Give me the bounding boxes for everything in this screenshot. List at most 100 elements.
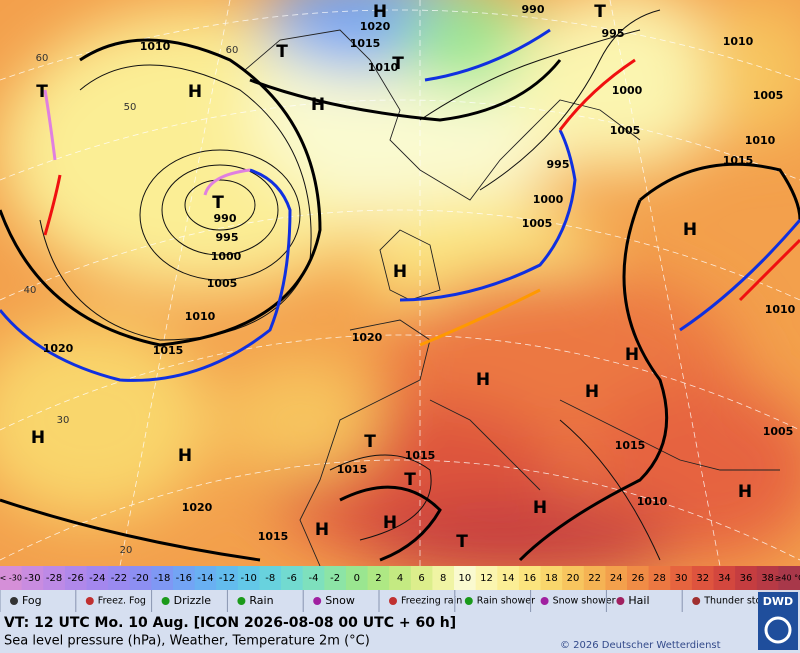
temperature-label: -14 xyxy=(197,573,213,584)
temperature-cell xyxy=(778,566,800,590)
temperature-cell xyxy=(43,566,66,590)
isobar-label: 1005 xyxy=(522,217,553,230)
temperature-cell xyxy=(475,566,498,590)
pressure-system: H xyxy=(533,498,547,518)
logo-box xyxy=(758,592,798,650)
isobar-label: 1015 xyxy=(153,344,184,357)
weather-label: Snow xyxy=(325,594,355,607)
temperature-label: -16 xyxy=(176,573,192,584)
temperature-cell xyxy=(237,566,260,590)
graticule-label: 40 xyxy=(24,285,37,296)
pressure-system: T xyxy=(594,2,606,22)
temperature-label: 2 xyxy=(375,573,381,584)
pressure-system: H xyxy=(738,482,752,502)
weather-icon xyxy=(389,597,397,605)
temperature-cell xyxy=(670,566,693,590)
temperature-label: -26 xyxy=(68,573,84,584)
weather-icon xyxy=(313,597,322,605)
temperature-label: -2 xyxy=(330,573,340,584)
isobar-label: 990 xyxy=(214,212,237,225)
temperature-label: 18 xyxy=(545,573,558,584)
temperature-cell xyxy=(0,566,23,590)
logo: DWD xyxy=(763,595,793,608)
temperature-label: < -30 xyxy=(0,574,22,583)
temperature-label: 6 xyxy=(418,573,424,584)
graticule-label: 50 xyxy=(124,102,137,113)
weather-icon xyxy=(540,597,549,605)
isobar-label: 1000 xyxy=(211,250,242,263)
weather-label: Freezing rain xyxy=(401,596,462,607)
graticule-label: 20 xyxy=(120,545,133,556)
graticule-label: 60 xyxy=(226,45,239,56)
isobar-label: 1005 xyxy=(763,425,794,438)
temperature-cell xyxy=(194,566,217,590)
isobar-label: 1015 xyxy=(350,37,381,50)
isobar-label: 1000 xyxy=(533,193,564,206)
isobar-label: 1015 xyxy=(615,439,646,452)
isobar-label: 1015 xyxy=(405,449,436,462)
temperature-cell xyxy=(627,566,650,590)
temperature-label: 36 xyxy=(740,573,753,584)
logo-icon xyxy=(764,616,792,644)
temperature-cell xyxy=(389,566,412,590)
isobar-label: 1020 xyxy=(360,20,391,33)
pressure-system: T xyxy=(212,193,224,213)
pressure-system: T xyxy=(36,82,48,102)
isobar-label: 1015 xyxy=(258,530,289,543)
temperature-cell xyxy=(713,566,736,590)
temperature-cell xyxy=(691,566,715,590)
temperature-cell xyxy=(64,566,87,590)
valid-time: VT: 12 UTC Mo. 10 Aug. [ICON 2026-08-08 … xyxy=(4,615,456,631)
temperature-cell xyxy=(735,566,758,590)
temperature-cell xyxy=(648,566,671,590)
temperature-label: -20 xyxy=(132,573,148,584)
graticule-label: 60 xyxy=(36,53,49,64)
weather-label: Hail xyxy=(628,594,649,607)
temperature-cell xyxy=(86,566,109,590)
pressure-system: H xyxy=(188,82,202,102)
temperature-cell xyxy=(129,566,152,590)
pressure-system: H xyxy=(625,345,639,365)
temperature-label: 12 xyxy=(480,573,493,584)
isobar-label: 1015 xyxy=(337,463,368,476)
temperature-label: 34 xyxy=(718,573,731,584)
isobar-label: 995 xyxy=(216,231,239,244)
temperature-cell xyxy=(21,566,44,590)
weather-label: Freez. Fog xyxy=(98,596,146,607)
weather-label: Snow shower xyxy=(553,596,616,607)
temperature-label: 30 xyxy=(675,573,688,584)
temperature-label: 10 xyxy=(458,573,471,584)
isobars-major xyxy=(0,38,800,562)
temperature-label: 26 xyxy=(631,573,644,584)
pressure-system: H xyxy=(31,428,45,448)
isobar-label: 1010 xyxy=(723,35,754,48)
pressure-system: H xyxy=(393,262,407,282)
temperature-label: 22 xyxy=(588,573,601,584)
temperature-cell xyxy=(540,566,563,590)
isobar-label: 990 xyxy=(522,3,545,16)
temperature-label: 16 xyxy=(523,573,536,584)
isobar-label: 1015 xyxy=(723,154,754,167)
weather-label: Rain shower xyxy=(477,596,535,607)
temperature-label: 14 xyxy=(502,573,515,584)
temperature-label: ≥40 °C xyxy=(775,574,800,583)
weather-icon xyxy=(85,597,94,605)
weather-icon xyxy=(10,597,18,605)
temperature-label: -24 xyxy=(89,573,105,584)
temperature-label: -22 xyxy=(111,573,127,584)
temperature-label: -6 xyxy=(287,573,297,584)
pressure-system: T xyxy=(456,532,468,552)
temperature-cell xyxy=(259,566,282,590)
temperature-cell xyxy=(151,566,174,590)
pressure-system: H xyxy=(585,382,599,402)
weather-icon xyxy=(616,597,625,605)
temperature-cell xyxy=(410,566,433,590)
pressure-system: H xyxy=(683,220,697,240)
isobar-label: 1010 xyxy=(637,495,668,508)
temperature-cell xyxy=(518,566,542,590)
temperature-cell xyxy=(562,566,585,590)
temperature-cell xyxy=(281,566,304,590)
temperature-label: 4 xyxy=(397,573,403,584)
graticule-label: 30 xyxy=(57,415,70,426)
temperature-field xyxy=(0,0,800,580)
